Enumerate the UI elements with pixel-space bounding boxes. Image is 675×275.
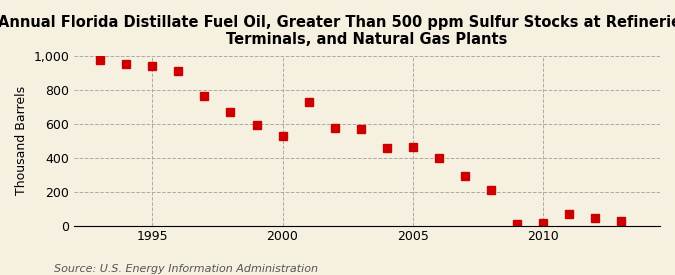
Y-axis label: Thousand Barrels: Thousand Barrels bbox=[15, 86, 28, 195]
Title: Annual Florida Distillate Fuel Oil, Greater Than 500 ppm Sulfur Stocks at Refine: Annual Florida Distillate Fuel Oil, Grea… bbox=[0, 15, 675, 47]
Text: Source: U.S. Energy Information Administration: Source: U.S. Energy Information Administ… bbox=[54, 264, 318, 274]
